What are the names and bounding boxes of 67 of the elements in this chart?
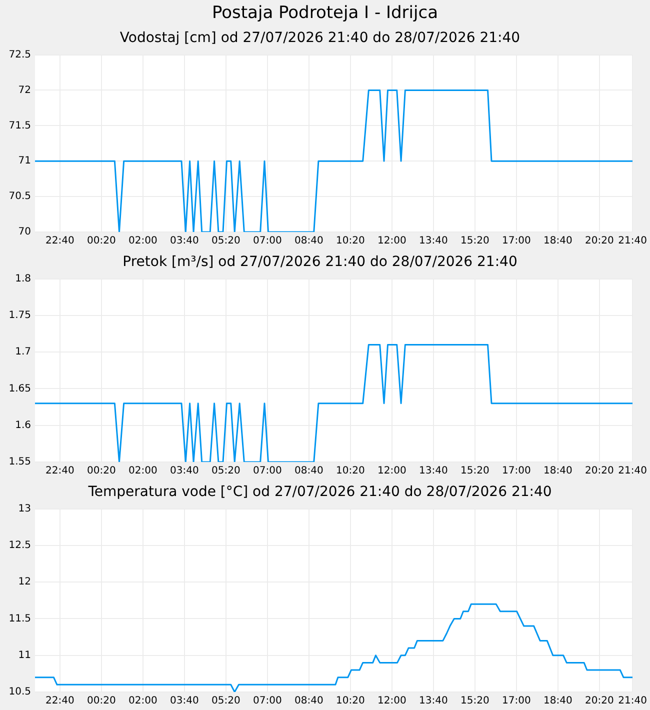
x-tick-label: 08:40 [294, 236, 324, 247]
y-tick-label: 1.75 [8, 310, 31, 322]
chart-subtitle: Vodostaj [cm] od 27/07/2026 21:40 do 28/07/2026 21:40 [120, 30, 520, 46]
y-tick-label: 10.5 [8, 686, 31, 698]
x-tick-label: 02:00 [128, 696, 158, 707]
x-tick-label: 18:40 [543, 696, 572, 707]
x-tick-label: 10:20 [336, 696, 365, 707]
x-tick-label: 00:20 [86, 466, 116, 477]
x-tick-label: 22:40 [45, 696, 74, 707]
y-tick-label: 1.55 [8, 456, 31, 468]
x-tick-label: 15:20 [460, 466, 490, 477]
x-tick-label: 21:40 [618, 236, 648, 247]
x-tick-label: 03:40 [170, 236, 199, 247]
chart-title: Postaja Podroteja I - Idrijca [210, 2, 439, 25]
x-tick-label: 22:40 [45, 236, 74, 247]
x-tick-label: 03:40 [170, 696, 199, 707]
x-tick-label: 00:20 [86, 236, 116, 247]
y-tick-label: 11.5 [8, 613, 31, 624]
x-tick-label: 17:00 [502, 236, 531, 247]
x-tick-label: 22:40 [45, 466, 74, 477]
x-tick-label: 08:40 [294, 696, 324, 707]
y-tick-label: 1.6 [15, 420, 31, 431]
x-tick-label: 15:20 [460, 696, 490, 707]
x-tick-label: 17:00 [502, 466, 531, 477]
x-tick-label: 02:00 [128, 466, 158, 477]
x-tick-label: 07:00 [252, 236, 282, 247]
x-tick-label: 07:00 [252, 466, 282, 477]
x-tick-label: 12:00 [377, 236, 406, 247]
x-tick-label: 12:00 [377, 696, 406, 707]
y-tick-label: 1.65 [8, 383, 31, 394]
y-tick-label: 72 [18, 84, 31, 96]
x-tick-label: 03:40 [170, 466, 199, 477]
x-tick-label: 13:40 [418, 236, 448, 247]
y-tick-label: 1.7 [15, 346, 31, 358]
x-tick-label: 05:20 [211, 466, 240, 477]
x-tick-label: 12:00 [377, 466, 406, 477]
x-tick-label: 13:40 [418, 466, 448, 477]
y-tick-label: 1.8 [15, 273, 31, 284]
x-tick-label: 00:20 [86, 696, 116, 707]
x-tick-label: 18:40 [543, 466, 572, 477]
x-tick-label: 20:20 [584, 236, 614, 247]
y-tick-label: 12 [18, 576, 31, 588]
y-tick-label: 13 [18, 503, 31, 514]
x-tick-label: 10:20 [336, 236, 365, 247]
x-tick-label: 05:20 [211, 696, 240, 707]
y-tick-label: 71 [18, 156, 31, 167]
x-tick-label: 20:20 [584, 696, 614, 707]
y-tick-label: 12.5 [8, 540, 31, 552]
x-tick-label: 02:00 [128, 236, 158, 247]
x-tick-label: 17:00 [502, 696, 531, 707]
x-tick-label: 07:00 [252, 696, 282, 707]
x-tick-label: 15:20 [460, 236, 490, 247]
y-tick-label: 70 [18, 226, 31, 238]
x-tick-label: 05:20 [211, 236, 240, 247]
y-tick-label: 71.5 [8, 120, 31, 132]
chart-title: Pretok [m³/s] od 27/07/2026 21:40 do 28/07/2026 21:40 [122, 254, 518, 270]
x-tick-label: 20:20 [584, 466, 614, 477]
y-tick-label: 72.5 [8, 49, 31, 60]
x-tick-label: 21:40 [618, 466, 648, 477]
x-tick-label: 21:40 [618, 696, 648, 707]
y-tick-label: 11 [18, 650, 31, 661]
chart-title: Temperatura vode [°C] od 27/07/2026 21:40 do 28/07/2026 21:40 [87, 484, 552, 500]
x-tick-label: 10:20 [336, 466, 365, 477]
x-tick-label: 08:40 [294, 466, 324, 477]
x-tick-label: 13:40 [418, 696, 448, 707]
x-tick-label: 18:40 [543, 236, 572, 247]
y-tick-label: 70.5 [8, 191, 31, 202]
